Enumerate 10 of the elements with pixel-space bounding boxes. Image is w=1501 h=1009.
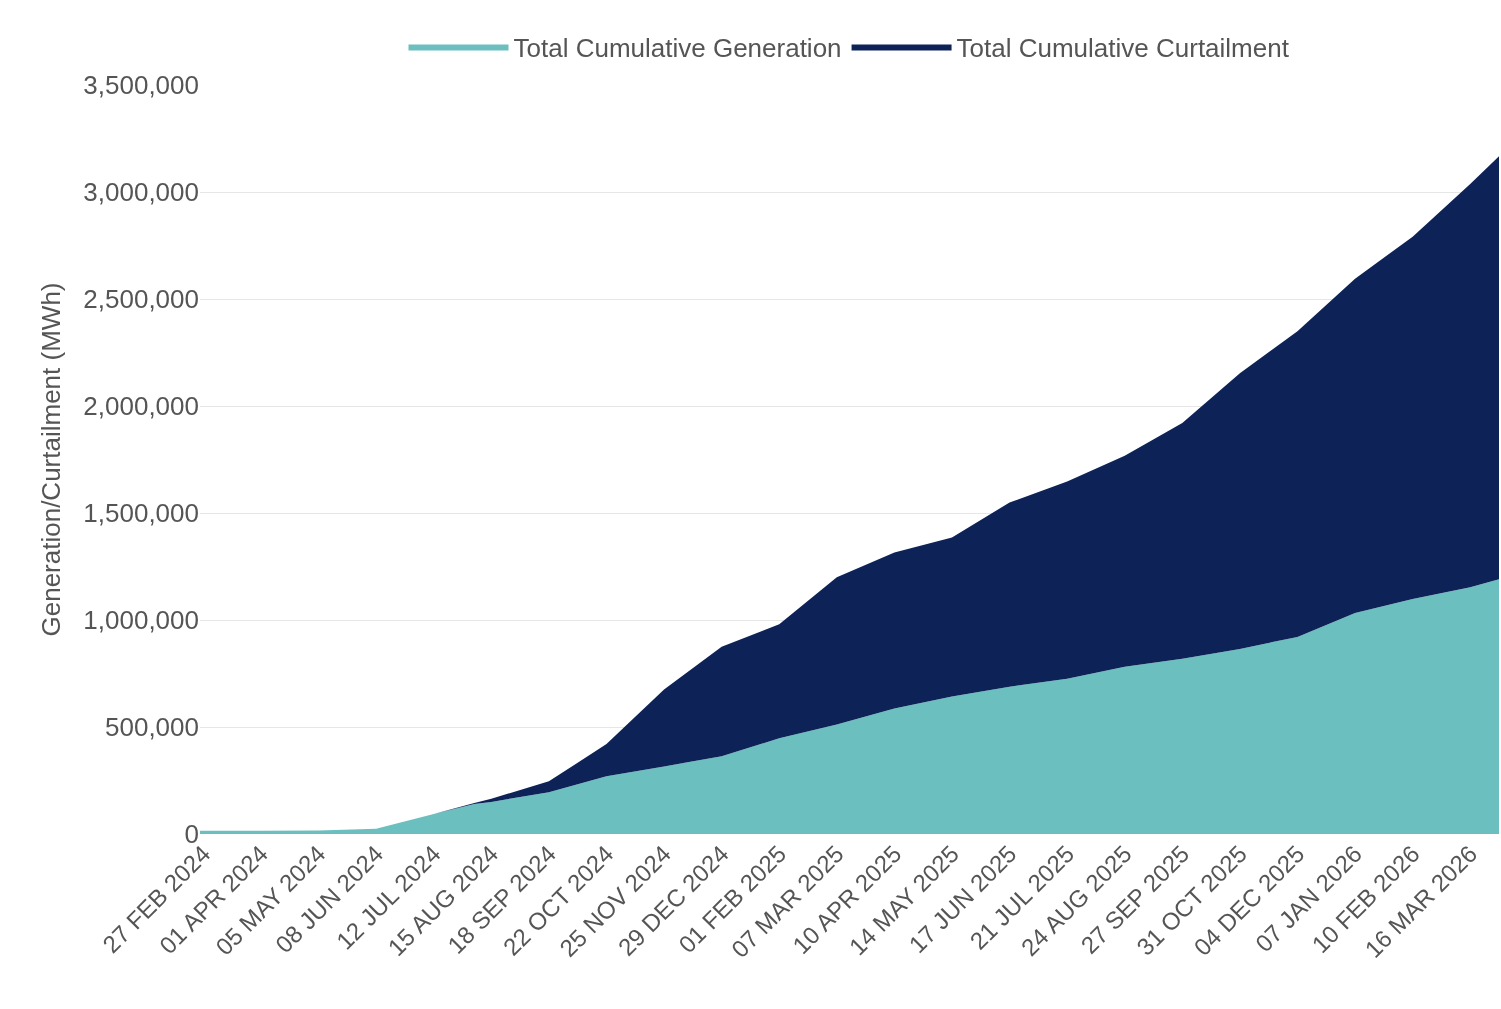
y-tick-label: 3,000,000 xyxy=(83,177,199,208)
y-tick-label: 2,500,000 xyxy=(83,284,199,315)
legend-label: Total Cumulative Generation xyxy=(513,32,842,63)
y-axis-title: Generation/Curtailment (MWh) xyxy=(35,282,66,637)
y-tick-label: 1,000,000 xyxy=(83,605,199,636)
y-tick-label: 2,000,000 xyxy=(83,391,199,422)
y-tick-label: 3,500,000 xyxy=(83,70,199,101)
y-tick-label: 500,000 xyxy=(105,712,199,743)
legend-label: Total Cumulative Curtailment xyxy=(956,32,1290,63)
y-tick-label: 1,500,000 xyxy=(83,498,199,529)
